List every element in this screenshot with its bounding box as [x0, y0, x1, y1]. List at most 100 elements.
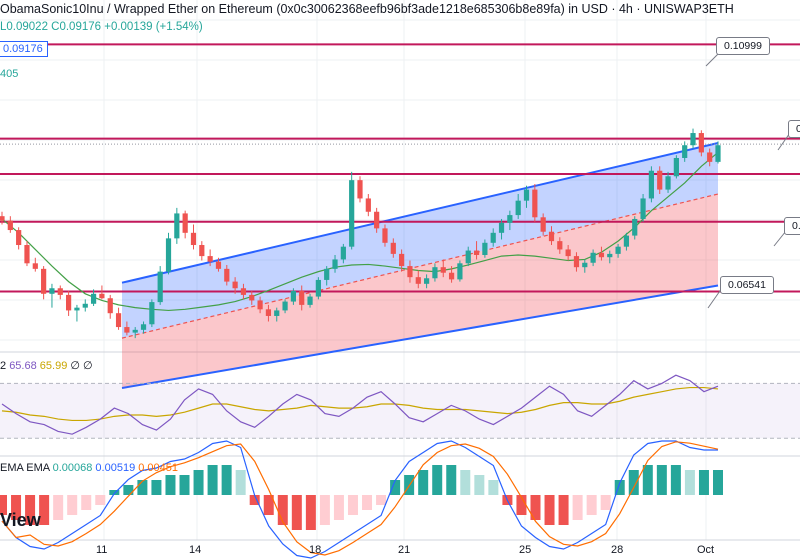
candle-body-68 — [565, 249, 571, 257]
level-label-4: 0.06541 — [720, 276, 774, 294]
candle-body-36 — [299, 291, 305, 305]
candles — [0, 128, 721, 339]
macd-hist-bar-38 — [530, 495, 541, 520]
candle-body-6 — [49, 288, 55, 294]
candle-body-79 — [657, 170, 663, 190]
macd-hist-bar-45 — [628, 470, 639, 495]
candle-body-69 — [573, 256, 580, 268]
rsi-ma-value: 65.99 — [39, 360, 68, 372]
candle-body-59 — [490, 232, 496, 243]
level-label-2: 0. — [788, 120, 800, 138]
volume-readout: 405 — [0, 68, 19, 80]
candle-body-3 — [24, 245, 30, 264]
candle-body-37 — [307, 296, 313, 305]
macd-hist-bar-31 — [432, 465, 443, 495]
macd-hist-bar-39 — [544, 495, 555, 525]
candle-body-75 — [623, 235, 630, 247]
candle-body-8 — [66, 294, 72, 311]
candle-body-50 — [415, 277, 421, 284]
macd-hist-bar-50 — [698, 470, 709, 495]
candle-body-44 — [365, 198, 371, 212]
candle-body-12 — [99, 293, 105, 299]
macd-pane — [0, 440, 723, 559]
candle-body-73 — [607, 253, 613, 258]
candle-body-64 — [532, 189, 538, 218]
candle-body-63 — [523, 189, 530, 201]
candle-body-48 — [399, 253, 405, 267]
candle-body-74 — [615, 246, 621, 254]
macd-hist-bar-8 — [109, 490, 120, 495]
candle-body-85 — [707, 152, 713, 162]
candle-body-9 — [74, 307, 80, 311]
candle-body-19 — [157, 271, 163, 303]
candle-body-67 — [557, 241, 563, 250]
candle-body-1 — [7, 220, 13, 231]
macd-hist-bar-19 — [263, 495, 274, 515]
macd-signal-line — [1, 441, 719, 556]
candle-body-14 — [115, 313, 122, 328]
candle-body-72 — [598, 252, 605, 258]
x-tick-oct: Oct — [697, 544, 715, 556]
chart-title: ObamaSonic10Inu / Wrapped Ether on Ether… — [0, 2, 734, 16]
rsi-value: 65.68 — [9, 360, 37, 372]
macd-hist-bar-11 — [151, 480, 162, 495]
candle-body-71 — [590, 252, 596, 263]
candle-body-52 — [432, 267, 438, 279]
candle-body-83 — [690, 133, 696, 146]
candle-body-80 — [665, 176, 671, 190]
macd-hist-bar-32 — [446, 465, 457, 495]
candle-body-28 — [232, 281, 238, 289]
candle-body-5 — [41, 268, 47, 294]
rsi-ma-line — [1, 386, 719, 422]
rsi-pane — [0, 374, 800, 439]
macd-hist-bar-26 — [362, 495, 373, 510]
candle-body-31 — [257, 300, 263, 310]
rsi-prefix: 2 — [0, 360, 7, 372]
candle-body-17 — [140, 324, 147, 330]
candle-body-81 — [673, 157, 679, 177]
candle-body-10 — [82, 303, 88, 308]
macd-hist-bar-17 — [235, 470, 246, 495]
candle-body-61 — [507, 215, 513, 223]
macd-line — [1, 440, 718, 559]
level-leader-3 — [707, 287, 723, 309]
macd-hist-bar-13 — [179, 475, 190, 495]
horizontal-levels — [0, 43, 800, 309]
candle-body-56 — [465, 250, 471, 264]
candle-body-45 — [374, 211, 380, 229]
candle-body-24 — [199, 245, 205, 257]
candle-body-11 — [90, 293, 97, 304]
ma-line — [1, 151, 719, 312]
macd-hist-bar-2 — [25, 495, 36, 525]
macd-hist-bar-34 — [474, 475, 485, 495]
candle-body-33 — [274, 310, 280, 316]
candle-body-32 — [265, 309, 272, 316]
candle-body-43 — [357, 180, 363, 199]
candle-body-70 — [582, 262, 588, 268]
candle-body-53 — [440, 267, 446, 273]
candle-body-86 — [715, 145, 721, 162]
candle-body-76 — [632, 218, 638, 236]
macd-hist-bar-20 — [277, 495, 288, 525]
candle-body-27 — [224, 268, 230, 282]
candle-body-84 — [698, 133, 704, 153]
candle-body-66 — [548, 231, 555, 242]
candle-body-25 — [207, 256, 213, 262]
candle-body-60 — [498, 222, 505, 233]
macd-hist-bar-23 — [319, 495, 330, 525]
macd-hist-bar-46 — [642, 465, 653, 495]
macd-hist-bar-25 — [347, 495, 358, 515]
candle-body-57 — [473, 250, 480, 255]
macd-hist-bar-30 — [418, 470, 429, 495]
candle-body-78 — [648, 170, 654, 199]
macd-hist-bar-28 — [390, 480, 401, 495]
level-label-3: 0. — [784, 217, 800, 235]
candle-body-7 — [57, 288, 63, 295]
macd-hist-bar-27 — [376, 495, 387, 505]
macd-hist-bar-10 — [137, 480, 148, 495]
candle-body-22 — [182, 213, 188, 233]
level-label-1: 0.10999 — [716, 37, 770, 55]
rsi-legend: 2 65.68 65.99 ∅ ∅ — [0, 359, 93, 372]
macd-hist-bar-4 — [53, 495, 64, 520]
candle-body-65 — [540, 217, 546, 232]
